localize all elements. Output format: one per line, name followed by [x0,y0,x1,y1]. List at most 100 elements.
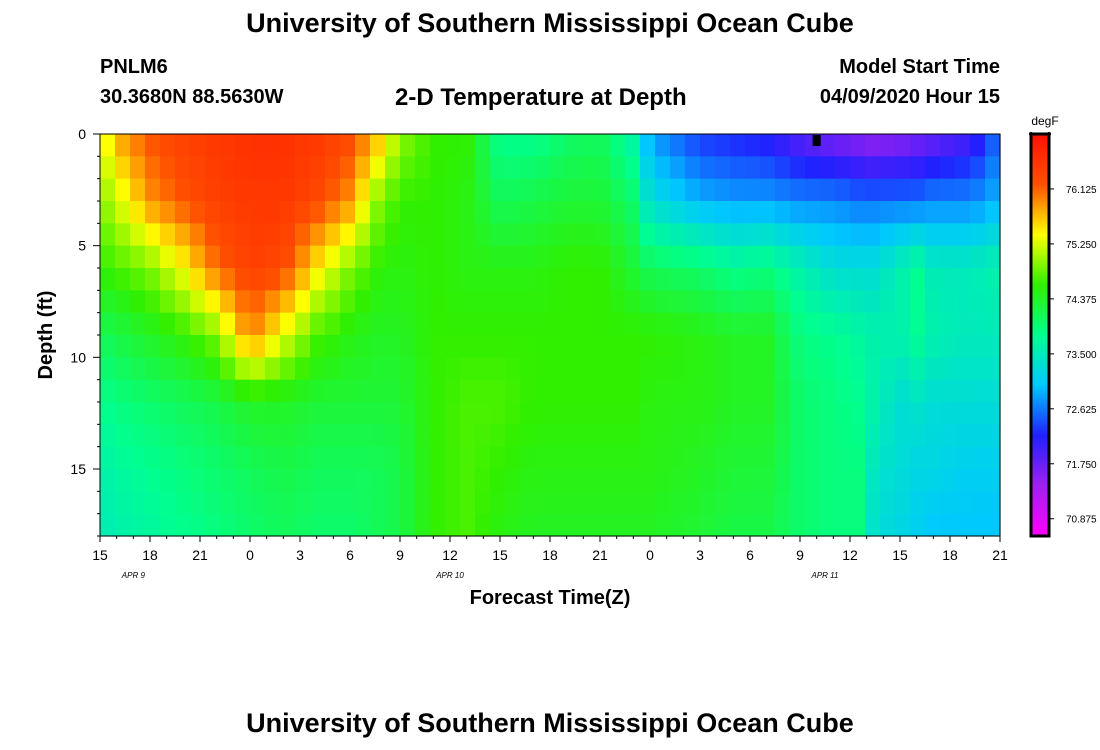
heatmap-cell [835,357,851,381]
heatmap-cell [970,290,986,314]
heatmap-cell [475,156,491,180]
heatmap-cell [445,223,461,247]
heatmap-cell [940,245,956,269]
heatmap-cell [175,223,191,247]
heatmap-cell [535,357,551,381]
heatmap-cell [640,290,656,314]
heatmap-cell [115,424,131,448]
heatmap-cell [295,134,311,157]
heatmap-cell [400,201,416,224]
heatmap-cell [625,446,641,470]
heatmap-cell [625,379,641,403]
heatmap-cell [280,134,296,157]
heatmap-cell [145,513,161,537]
heatmap-cell [100,290,116,314]
heatmap-cell [760,290,776,314]
heatmap-cell [880,402,896,425]
heatmap-cell [985,134,1001,157]
heatmap-cell [280,335,296,358]
heatmap-cell [895,335,911,358]
heatmap-cell [925,446,941,470]
heatmap-cell [190,446,206,470]
heatmap-cell [205,290,221,314]
heatmap-cell [835,402,851,425]
heatmap-cell [250,513,266,537]
heatmap-cell [895,379,911,403]
heatmap-cell [895,134,911,157]
heatmap [100,134,1001,537]
heatmap-cell [670,178,686,202]
heatmap-cell [580,156,596,180]
heatmap-cell [880,134,896,157]
heatmap-cell [775,513,791,537]
heatmap-cell [370,312,386,336]
heatmap-cell [235,379,251,403]
heatmap-cell [625,178,641,202]
heatmap-cell [460,312,476,336]
heatmap-cell [895,402,911,425]
heatmap-cell [310,379,326,403]
heatmap-cell [415,513,431,537]
heatmap-cell [625,469,641,492]
heatmap-cell [865,446,881,470]
heatmap-cell [115,156,131,180]
heatmap-cell [610,201,626,224]
temperature-depth-chart: 15 18 21 0 3 6 9 12 15 18 21 0 3 6 9 12 15 18 21 APR 9 APR 1… [35,114,1097,609]
heatmap-cell [640,469,656,492]
heatmap-cell [370,201,386,224]
heatmap-cell [655,491,671,515]
heatmap-cell [640,268,656,291]
heatmap-cell [280,178,296,202]
heatmap-cell [865,134,881,157]
heatmap-cell [955,424,971,448]
heatmap-cell [775,469,791,492]
heatmap-cell [175,335,191,358]
heatmap-cell [130,424,146,448]
heatmap-cell [385,178,401,202]
heatmap-cell [385,335,401,358]
heatmap-cell [505,245,521,269]
y-tick-label: 0 [78,126,86,142]
heatmap-cell [175,178,191,202]
heatmap-cell [610,491,626,515]
heatmap-cell [610,245,626,269]
heatmap-cell [190,201,206,224]
heatmap-cell [670,245,686,269]
heatmap-cell [130,312,146,336]
heatmap-cell [175,290,191,314]
heatmap-cell [985,245,1001,269]
heatmap-cell [355,446,371,470]
heatmap-cell [145,223,161,247]
heatmap-cell [775,312,791,336]
heatmap-cell [550,402,566,425]
heatmap-cell [610,379,626,403]
colorbar-tick-label: 74.375 [1066,295,1097,306]
heatmap-cell [295,290,311,314]
heatmap-cell [340,379,356,403]
heatmap-cell [610,513,626,537]
heatmap-cell [640,156,656,180]
heatmap-cell [580,134,596,157]
heatmap-cell [100,156,116,180]
heatmap-cell [550,513,566,537]
heatmap-cell [280,156,296,180]
heatmap-cell [670,446,686,470]
heatmap-cell [130,290,146,314]
heatmap-cell [475,402,491,425]
heatmap-cell [640,178,656,202]
heatmap-cell [580,312,596,336]
heatmap-cell [610,446,626,470]
heatmap-cell [910,223,926,247]
heatmap-cell [115,402,131,425]
heatmap-cell [205,156,221,180]
heatmap-cell [790,357,806,381]
heatmap-cell [730,178,746,202]
heatmap-cell [175,357,191,381]
x-tick-label: 3 [296,547,304,563]
heatmap-cell [250,290,266,314]
heatmap-cell [400,513,416,537]
heatmap-cell [265,156,281,180]
heatmap-cell [940,178,956,202]
heatmap-cell [940,201,956,224]
heatmap-cell [790,491,806,515]
